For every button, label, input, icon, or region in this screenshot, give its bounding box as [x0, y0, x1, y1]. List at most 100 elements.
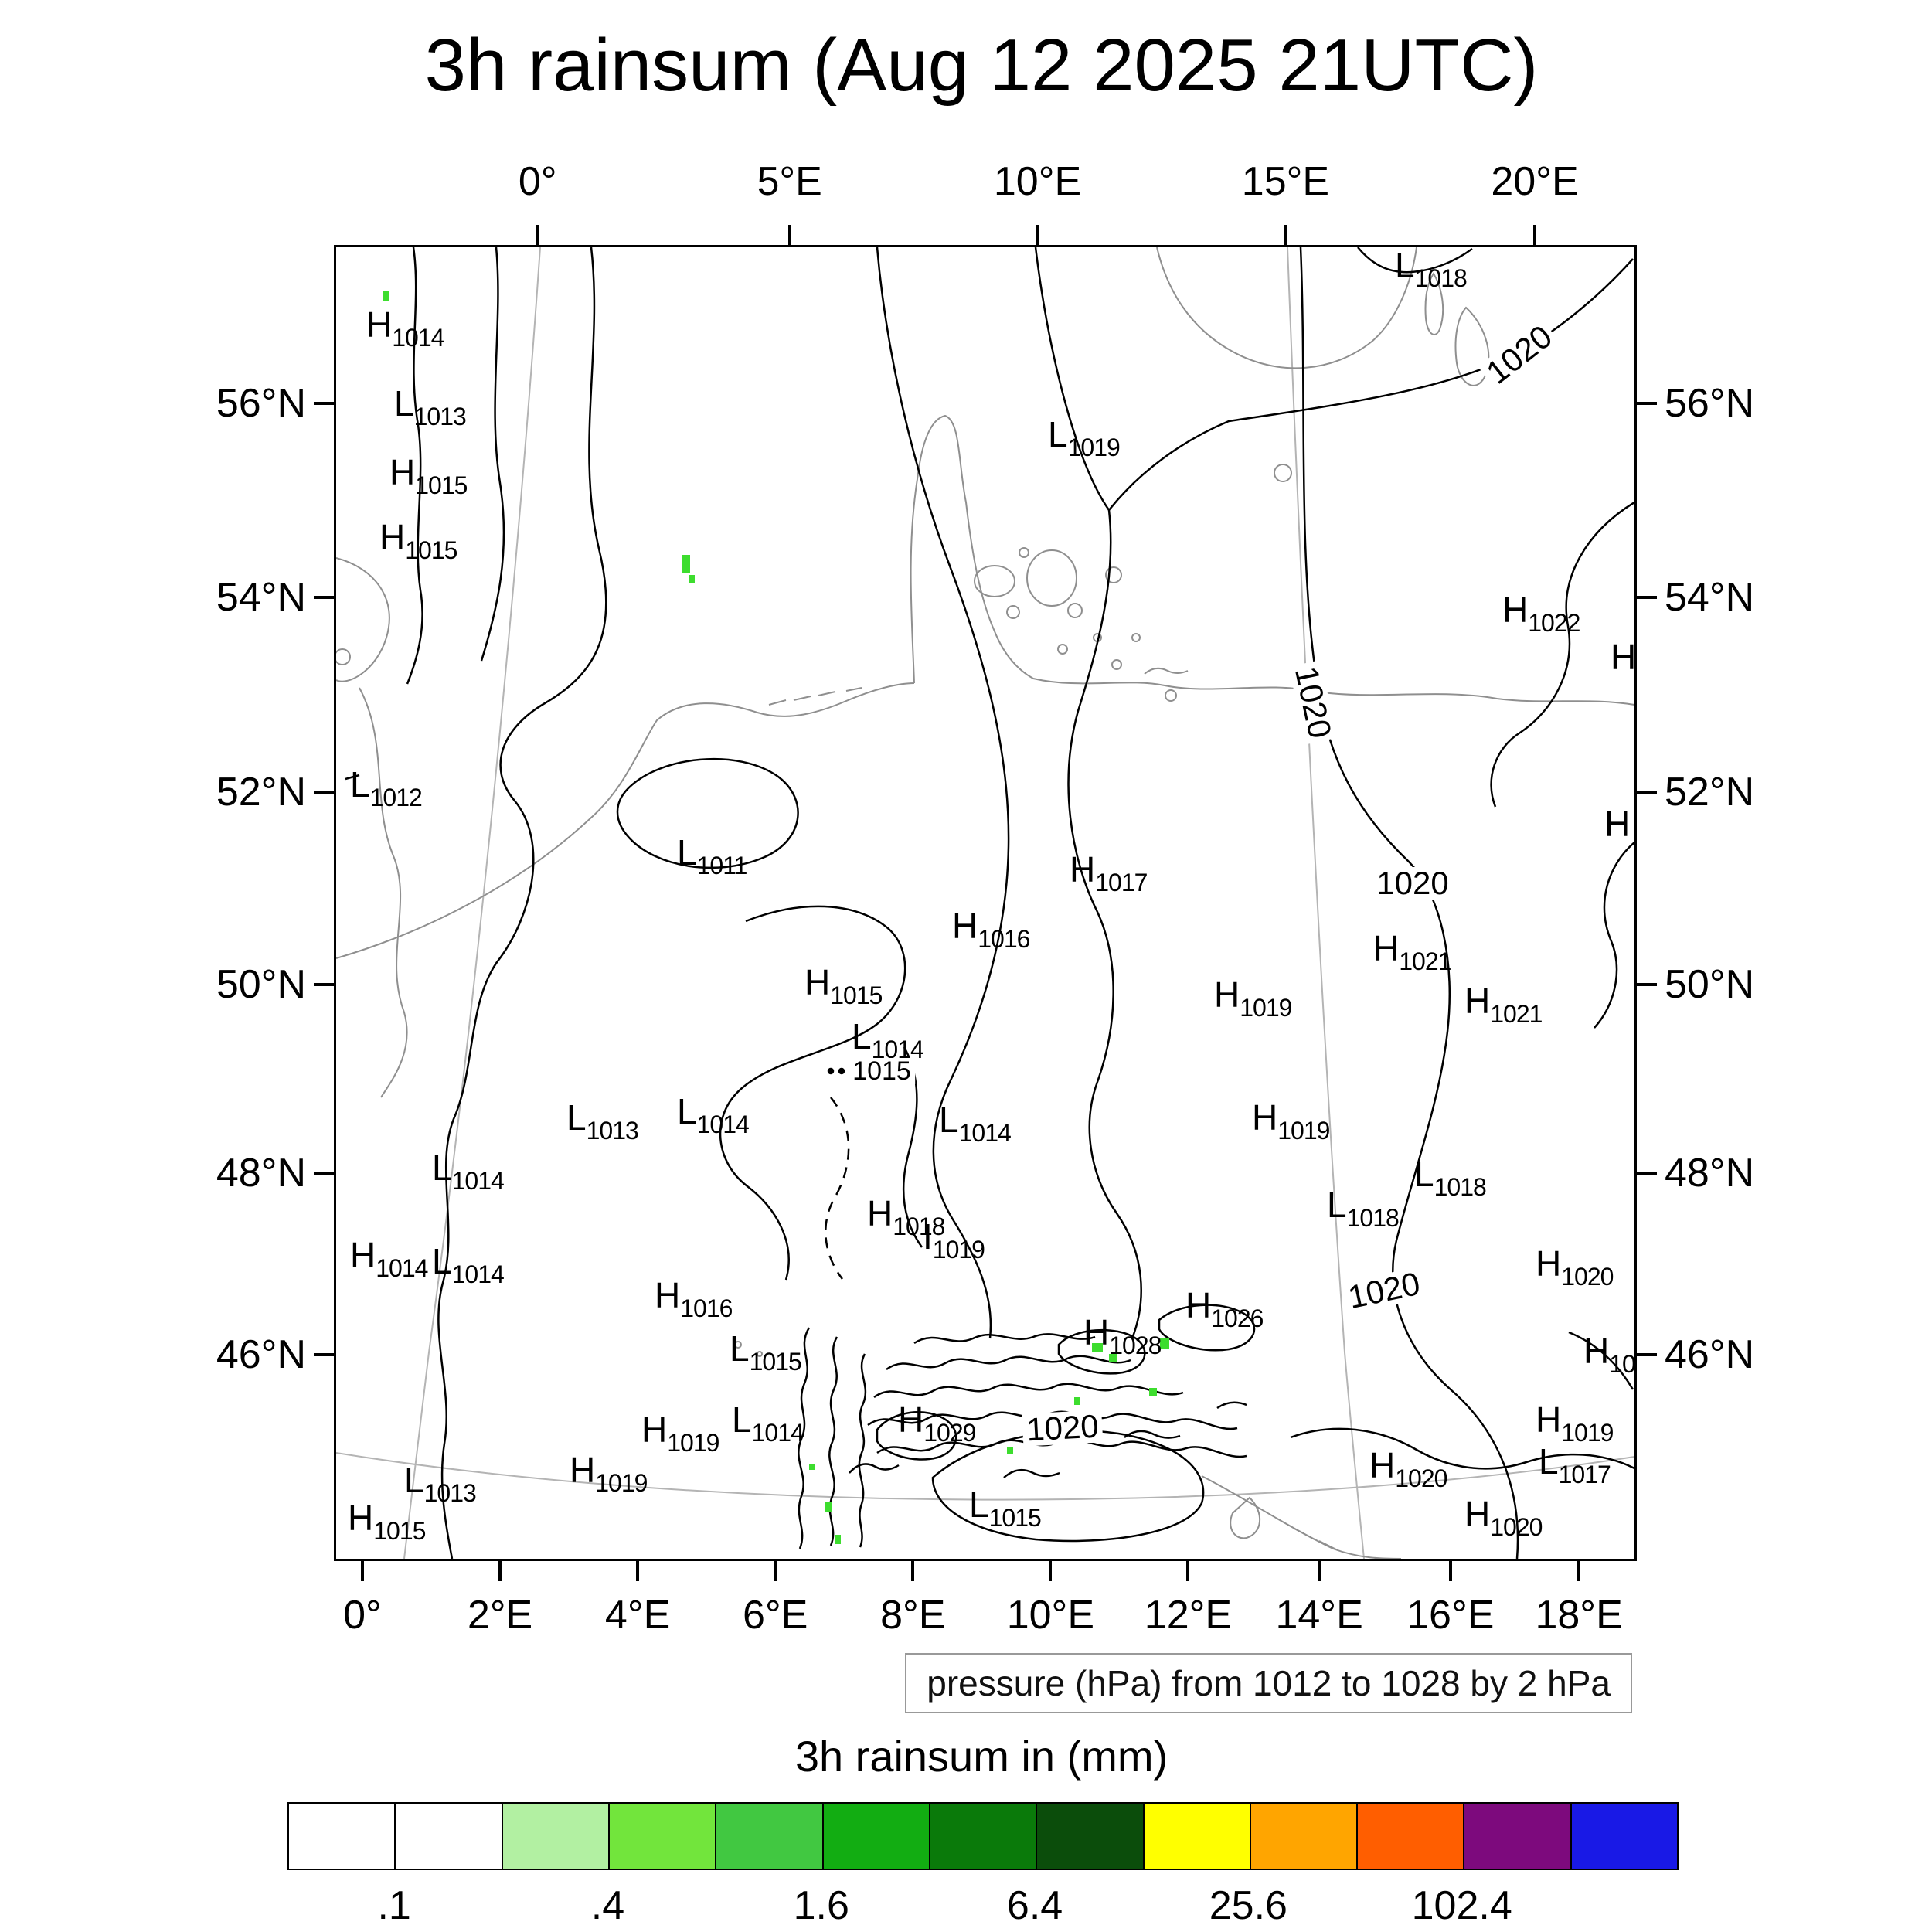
graticule-lines	[336, 247, 1634, 1559]
pressure-center-H1015: H1015	[379, 519, 457, 563]
pressure-center-L1013: L1013	[394, 386, 467, 429]
axis-tick-mark-right	[1637, 402, 1657, 406]
pressure-center-H1014: H1014	[350, 1237, 428, 1281]
colorbar-tick-labels: .1 .4 1.6 6.4 25.6 102.4	[287, 1883, 1675, 1932]
axis-tick-mark-right	[1637, 790, 1657, 794]
axis-tick-label-right: 48°N	[1665, 1151, 1755, 1196]
pressure-value: 1014	[392, 324, 444, 352]
axis-tick-mark-left	[314, 596, 334, 600]
coastlines	[336, 247, 1634, 1559]
colorbar-segment-10	[1358, 1804, 1465, 1869]
pressure-value: 1017	[1558, 1461, 1611, 1488]
axis-tick-label-left: 50°N	[216, 962, 306, 1008]
pressure-letter: L	[732, 1400, 752, 1440]
rain-cell	[1007, 1447, 1013, 1454]
axis-tick-label-bottom: 6°E	[742, 1593, 808, 1638]
pressure-letter: L	[1048, 414, 1068, 454]
pressure-center-H1015: H1015	[348, 1500, 426, 1543]
pressure-center-L1012: L1012	[350, 764, 423, 810]
pressure-letter: H	[898, 1400, 924, 1440]
isobar-label-1015: 1015	[849, 1058, 915, 1084]
pressure-value: 1016	[680, 1294, 733, 1322]
pressure-letter: H	[867, 1193, 893, 1233]
pressure-letter: L	[677, 1091, 697, 1131]
pressure-center-H1019: H1019	[1252, 1097, 1330, 1143]
axis-tick-label-bottom: 14°E	[1275, 1593, 1363, 1638]
pressure-letter: H	[1583, 1331, 1610, 1371]
pressure-value: 1019	[1561, 1419, 1614, 1447]
pressure-center-L1018: L1018	[1414, 1154, 1487, 1199]
pressure-center-H1019: H1019	[1214, 975, 1292, 1020]
axis-tick-mark-top	[1284, 225, 1287, 245]
pressure-value: 1014	[451, 1260, 505, 1288]
pressure-value: 1020	[1561, 1263, 1614, 1291]
axis-tick-label-bottom: 4°E	[604, 1593, 671, 1638]
pressure-value: 1012	[369, 784, 423, 811]
pressure-value: 1015	[373, 1517, 426, 1545]
pressure-letter: H	[1464, 981, 1491, 1021]
rain-cell	[1074, 1397, 1080, 1405]
pressure-letter: H	[1214, 975, 1240, 1015]
axis-tick-label-left: 52°N	[216, 769, 306, 815]
pressure-center-H1021: H1021	[1464, 981, 1543, 1026]
pressure-center-H1021: H1021	[1373, 930, 1451, 974]
pressure-letter: L	[566, 1097, 587, 1138]
map-plot-area: H1014 L1013 H1015 H1015 L1012 L1011 H1017 H1016…	[334, 245, 1637, 1561]
pressure-letter: H	[1502, 590, 1529, 630]
colorbar-segment-4	[716, 1804, 824, 1869]
pressure-value: 1014	[871, 1036, 924, 1063]
axis-tick-label-right: 46°N	[1665, 1332, 1755, 1377]
pressure-letter: H	[952, 906, 978, 946]
colorbar-segment-2	[502, 1804, 610, 1869]
pressure-center-L1013: L1013	[566, 1097, 639, 1143]
axis-tick-mark-bottom	[1577, 1561, 1581, 1581]
pressure-value: 1014	[376, 1254, 428, 1282]
pressure-letter: L	[1327, 1185, 1347, 1225]
pressure-letter: L	[969, 1485, 989, 1525]
pressure-center-H1020: H1020	[1536, 1246, 1614, 1289]
axis-tick-mark-right	[1637, 1172, 1657, 1175]
pressure-center-H: H	[1604, 806, 1630, 842]
pressure-letter: H	[1611, 637, 1637, 677]
colorbar-segment-9	[1250, 1804, 1359, 1869]
axis-tick-mark-left	[314, 790, 334, 794]
pressure-value: 1017	[1095, 869, 1148, 896]
rain-cell	[682, 555, 690, 573]
pressure-center-L1014: L1014	[732, 1400, 804, 1445]
axis-tick-label-top: 20°E	[1491, 159, 1579, 204]
pressure-value: 1015	[988, 1504, 1042, 1532]
pressure-value: 1019	[1067, 434, 1121, 461]
isobar-label-1020: 1020	[1372, 867, 1453, 900]
pressure-center-H1017: H1017	[1070, 852, 1148, 895]
colorbar-segment-11	[1464, 1804, 1572, 1869]
pressure-center-H: H	[1611, 637, 1637, 677]
pressure-letter: H	[1252, 1097, 1278, 1138]
axis-tick-label-left: 46°N	[216, 1332, 306, 1377]
colorbar-segment-6	[930, 1804, 1038, 1869]
pressure-letter: H	[804, 962, 831, 1002]
axis-tick-mark-right	[1637, 596, 1657, 600]
colorbar-tick-label: 25.6	[1209, 1883, 1287, 1928]
axis-tick-mark-bottom	[774, 1561, 777, 1581]
axis-tick-label-bottom: 18°E	[1535, 1593, 1623, 1638]
pressure-center-L1017: L1017	[1539, 1441, 1611, 1487]
pressure-center-L1014: L1014	[939, 1102, 1012, 1145]
pressure-caption-box: pressure (hPa) from 1012 to 1028 by 2 hP…	[905, 1653, 1632, 1713]
pressure-letter: L	[350, 764, 370, 804]
pressure-center-L1013: L1013	[404, 1462, 477, 1505]
pressure-value: 1013	[413, 403, 467, 430]
pressure-center-H10: H10	[1583, 1331, 1634, 1376]
isobar-label-1020: 1020	[1022, 1408, 1104, 1447]
pressure-center-H1028: H1028	[1083, 1315, 1162, 1358]
axis-tick-mark-top	[1036, 225, 1039, 245]
pressure-letter: L	[1539, 1441, 1559, 1481]
pressure-center-L1014: L1014	[852, 1019, 924, 1062]
pressure-value: 1022	[1528, 609, 1580, 637]
pressure-value: 1014	[696, 1111, 750, 1138]
pressure-letter: L	[1414, 1154, 1434, 1194]
pressure-center-L1015: L1015	[730, 1331, 802, 1374]
pressure-value: 1019	[1277, 1117, 1330, 1145]
rain-cell	[1092, 1343, 1103, 1352]
colorbar-tick-label: .4	[590, 1883, 625, 1928]
